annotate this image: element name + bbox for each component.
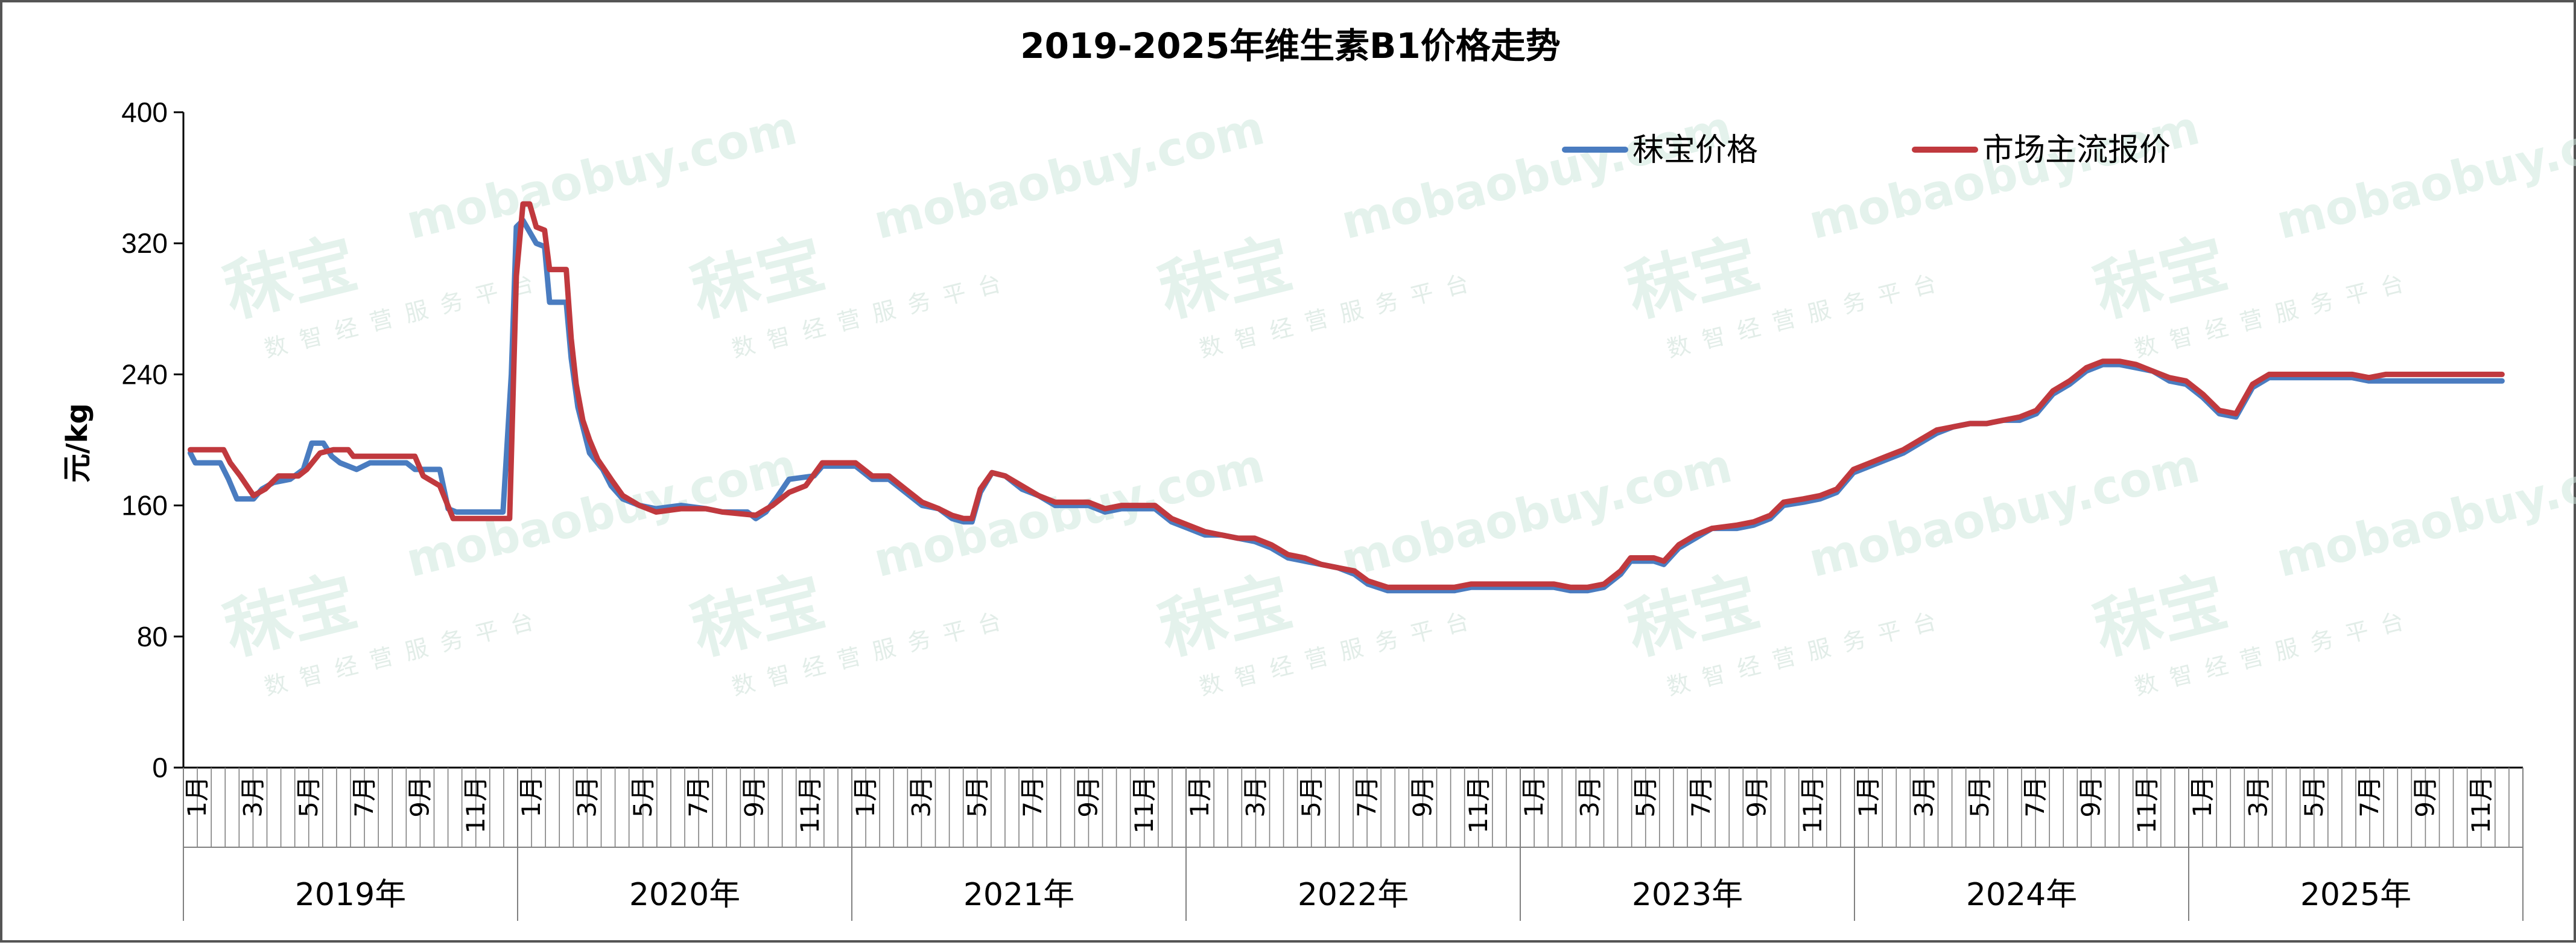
watermark-brand: 秣宝 bbox=[1152, 562, 1299, 669]
month-label: 1月 bbox=[182, 776, 212, 818]
chart-title: 2019-2025年维生素B1价格走势 bbox=[1020, 25, 1561, 66]
month-label: 9月 bbox=[405, 776, 434, 818]
month-label: 3月 bbox=[238, 776, 267, 818]
year-label: 2023年 bbox=[1632, 877, 1743, 913]
month-label: 9月 bbox=[2410, 776, 2440, 818]
month-label: 5月 bbox=[294, 776, 323, 818]
month-label: 1月 bbox=[1185, 776, 1214, 818]
year-label: 2021年 bbox=[963, 877, 1074, 913]
series-layer bbox=[188, 201, 2505, 594]
month-label: 9月 bbox=[2076, 776, 2105, 818]
watermark-brand: 秣宝 bbox=[217, 224, 364, 331]
month-label: 3月 bbox=[906, 776, 936, 818]
year-label: 2022年 bbox=[1298, 877, 1409, 913]
month-label: 11月 bbox=[1798, 776, 1827, 833]
month-label: 7月 bbox=[2355, 776, 2384, 818]
y-tick-label: 160 bbox=[121, 490, 168, 521]
watermark-brand: 秣宝 bbox=[1152, 224, 1299, 331]
month-label: 7月 bbox=[349, 776, 379, 818]
month-label: 7月 bbox=[1352, 776, 1382, 818]
month-label: 3月 bbox=[2243, 776, 2273, 818]
y-tick-label: 0 bbox=[152, 752, 168, 783]
legend-label: 秣宝价格 bbox=[1632, 132, 1758, 168]
watermark-brand: 秣宝 bbox=[1619, 562, 1766, 669]
x-axis: 1月 3月 5月 7月 9月 11月 2019年 1月 3月 5月 7月 9月 11月 2020年 1月 3月… bbox=[182, 766, 2524, 921]
watermark-url: mobaobuy.com bbox=[1336, 439, 1737, 588]
year-label: 2024年 bbox=[1966, 877, 2077, 913]
watermark-url: mobaobuy.com bbox=[869, 101, 1270, 250]
month-label: 1月 bbox=[1853, 776, 1883, 818]
month-label: 1月 bbox=[2187, 776, 2217, 818]
watermark-url: mobaobuy.com bbox=[1336, 101, 1737, 250]
month-label: 3月 bbox=[1909, 776, 1938, 818]
watermark-url: mobaobuy.com bbox=[2271, 439, 2576, 588]
month-label: 1月 bbox=[516, 776, 546, 818]
month-label: 7月 bbox=[1018, 776, 1047, 818]
month-label: 11月 bbox=[461, 776, 490, 833]
month-label: 9月 bbox=[1073, 776, 1103, 818]
watermark-url: mobaobuy.com bbox=[2271, 101, 2576, 250]
watermark-url: mobaobuy.com bbox=[1804, 101, 2205, 250]
watermark-brand: 秣宝 bbox=[684, 224, 831, 331]
month-label: 11月 bbox=[2466, 776, 2496, 833]
month-label: 3月 bbox=[1575, 776, 1604, 818]
month-label: 1月 bbox=[1519, 776, 1549, 818]
month-label: 11月 bbox=[795, 776, 825, 833]
watermark-url: mobaobuy.com bbox=[869, 439, 1270, 588]
month-label: 9月 bbox=[1407, 776, 1437, 818]
watermark-brand: 秣宝 bbox=[2087, 224, 2234, 331]
y-tick-label: 320 bbox=[121, 228, 168, 259]
y-axis-label: 元/kg bbox=[60, 403, 94, 483]
month-label: 5月 bbox=[628, 776, 658, 818]
month-label: 5月 bbox=[2299, 776, 2329, 818]
month-label: 11月 bbox=[1464, 776, 1493, 833]
y-tick-label: 240 bbox=[121, 358, 168, 390]
y-tick-label: 400 bbox=[121, 97, 168, 128]
watermark-url: mobaobuy.com bbox=[1804, 439, 2205, 588]
year-label: 2019年 bbox=[295, 877, 406, 913]
month-label: 7月 bbox=[1686, 776, 1716, 818]
y-tick-label: 80 bbox=[137, 621, 168, 652]
year-label: 2020年 bbox=[629, 877, 740, 913]
month-label: 5月 bbox=[1965, 776, 1994, 818]
month-label: 11月 bbox=[2132, 776, 2162, 833]
month-label: 5月 bbox=[1296, 776, 1326, 818]
series-line-market-price bbox=[188, 201, 2505, 590]
month-label: 1月 bbox=[851, 776, 880, 818]
watermark-brand: 秣宝 bbox=[2087, 562, 2234, 669]
month-label: 11月 bbox=[1129, 776, 1159, 833]
month-label: 5月 bbox=[1631, 776, 1660, 818]
watermark-brand: 秣宝 bbox=[1619, 224, 1766, 331]
watermark-brand: 秣宝 bbox=[684, 562, 831, 669]
month-label: 3月 bbox=[1240, 776, 1270, 818]
month-label: 5月 bbox=[962, 776, 992, 818]
month-label: 9月 bbox=[739, 776, 769, 818]
year-label: 2025年 bbox=[2300, 877, 2411, 913]
month-label: 9月 bbox=[1742, 776, 1771, 818]
legend: 秣宝价格 市场主流报价 bbox=[1562, 132, 2171, 168]
watermark-url: mobaobuy.com bbox=[401, 101, 802, 250]
watermark-brand: 秣宝 bbox=[217, 562, 364, 669]
y-axis: 0 80 160 240 320 400 bbox=[121, 97, 185, 783]
month-label: 7月 bbox=[2020, 776, 2050, 818]
legend-label: 市场主流报价 bbox=[1982, 132, 2171, 168]
month-label: 7月 bbox=[684, 776, 713, 818]
month-label: 3月 bbox=[572, 776, 601, 818]
